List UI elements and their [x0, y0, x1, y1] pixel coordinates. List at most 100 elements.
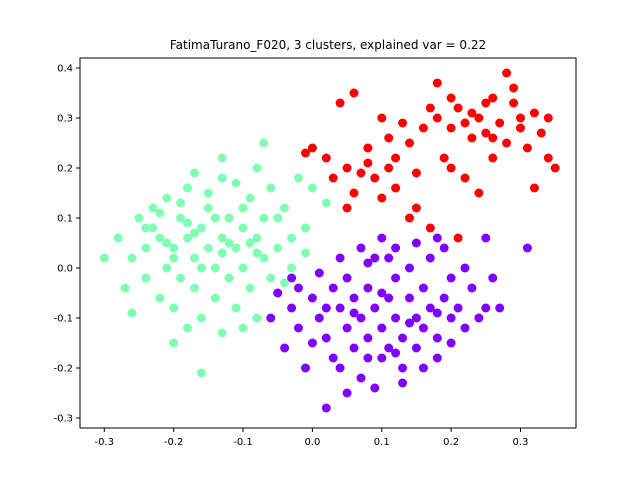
point-cluster-3-17 — [398, 118, 408, 128]
point-cluster-2-50 — [196, 368, 206, 378]
point-cluster-3-18 — [405, 138, 414, 148]
point-cluster-1-61 — [418, 363, 428, 373]
point-cluster-2-51 — [217, 328, 227, 338]
point-cluster-1-43 — [446, 273, 456, 283]
y-tick-label-4: 0.0 — [57, 264, 73, 275]
point-cluster-3-46 — [529, 183, 539, 193]
point-cluster-2-13 — [169, 303, 179, 313]
point-cluster-1-2 — [287, 303, 297, 313]
point-cluster-3-53 — [405, 213, 414, 223]
point-cluster-2-71 — [141, 223, 151, 233]
point-cluster-2-62 — [190, 168, 199, 178]
point-cluster-2-55 — [127, 308, 137, 318]
point-cluster-3-25 — [439, 153, 449, 163]
point-cluster-2-60 — [259, 138, 269, 148]
point-cluster-3-48 — [488, 93, 498, 103]
point-cluster-2-64 — [190, 228, 199, 238]
point-cluster-3-5 — [335, 98, 345, 108]
point-cluster-2-63 — [162, 238, 172, 248]
point-cluster-1-56 — [349, 308, 359, 318]
point-cluster-3-32 — [481, 98, 491, 108]
point-cluster-1-19 — [363, 333, 373, 343]
point-cluster-2-5 — [134, 213, 144, 223]
point-cluster-2-26 — [210, 263, 220, 273]
point-cluster-1-12 — [342, 323, 352, 333]
point-cluster-3-54 — [384, 133, 394, 143]
point-cluster-3-19 — [411, 168, 421, 178]
point-cluster-2-20 — [190, 253, 199, 263]
point-cluster-1-7 — [314, 313, 324, 323]
point-cluster-1-13 — [342, 273, 352, 283]
point-cluster-3-24 — [432, 113, 442, 123]
point-cluster-2-46 — [294, 173, 303, 183]
point-cluster-2-14 — [169, 243, 179, 253]
point-cluster-2-43 — [273, 243, 283, 253]
point-cluster-2-6 — [141, 273, 151, 283]
point-cluster-1-52 — [294, 283, 303, 293]
point-cluster-1-59 — [391, 348, 401, 358]
point-cluster-1-71 — [398, 378, 408, 388]
point-cluster-3-14 — [384, 163, 394, 173]
point-cluster-2-28 — [217, 173, 227, 183]
point-cluster-2-72 — [169, 253, 179, 263]
point-cluster-3-44 — [543, 153, 553, 163]
point-cluster-3-21 — [418, 123, 428, 133]
point-cluster-3-39 — [516, 123, 525, 133]
point-cluster-1-17 — [356, 373, 366, 383]
point-cluster-3-45 — [550, 163, 560, 173]
y-tick-label-6: 0.2 — [57, 164, 73, 175]
point-cluster-3-31 — [474, 113, 484, 123]
point-cluster-2-35 — [245, 193, 255, 203]
point-cluster-1-70 — [370, 383, 380, 393]
point-cluster-1-24 — [384, 293, 394, 303]
point-cluster-2-49 — [169, 338, 179, 348]
point-cluster-1-67 — [432, 233, 442, 243]
x-tick-label-5: 0.1 — [374, 437, 390, 448]
point-cluster-1-36 — [425, 303, 435, 313]
point-cluster-2-4 — [127, 253, 137, 263]
point-cluster-1-57 — [363, 353, 373, 363]
point-cluster-1-14 — [349, 343, 359, 353]
point-cluster-3-55 — [363, 158, 373, 168]
point-cluster-1-32 — [411, 313, 421, 323]
point-cluster-2-68 — [287, 263, 297, 273]
point-cluster-3-51 — [425, 223, 435, 233]
point-cluster-1-40 — [439, 293, 449, 303]
point-cluster-3-4 — [328, 173, 338, 183]
point-cluster-2-19 — [190, 283, 199, 293]
point-cluster-2-76 — [280, 278, 290, 288]
point-cluster-1-45 — [460, 323, 470, 333]
point-cluster-2-65 — [217, 248, 227, 258]
point-cluster-3-11 — [370, 173, 380, 183]
point-cluster-1-65 — [391, 243, 401, 253]
point-cluster-2-52 — [238, 323, 248, 333]
point-cluster-1-5 — [301, 363, 310, 373]
point-cluster-1-76 — [287, 273, 297, 283]
point-cluster-2-53 — [252, 313, 262, 323]
point-cluster-3-56 — [342, 203, 352, 213]
x-tick-label-1: -0.3 — [95, 437, 115, 448]
point-cluster-1-34 — [418, 283, 428, 293]
point-cluster-1-27 — [391, 313, 401, 323]
point-cluster-1-28 — [398, 333, 408, 343]
point-cluster-3-28 — [453, 103, 463, 113]
point-cluster-1-21 — [370, 253, 380, 263]
point-cluster-1-11 — [335, 303, 345, 313]
point-cluster-1-39 — [432, 353, 442, 363]
point-cluster-3-57 — [460, 173, 470, 183]
point-cluster-1-30 — [405, 293, 414, 303]
point-cluster-2-79 — [183, 218, 192, 228]
point-cluster-2-44 — [280, 203, 290, 213]
point-cluster-1-72 — [321, 403, 331, 413]
point-cluster-3-30 — [467, 108, 477, 118]
point-cluster-1-63 — [446, 338, 456, 348]
point-cluster-2-25 — [210, 293, 220, 303]
point-cluster-1-41 — [439, 243, 449, 253]
points-layer — [99, 68, 560, 413]
point-cluster-2-17 — [183, 233, 192, 243]
point-cluster-2-48 — [307, 183, 317, 193]
point-cluster-3-22 — [425, 103, 435, 113]
point-cluster-2-22 — [196, 313, 206, 323]
point-cluster-1-80 — [384, 253, 394, 263]
point-cluster-2-41 — [266, 273, 276, 283]
